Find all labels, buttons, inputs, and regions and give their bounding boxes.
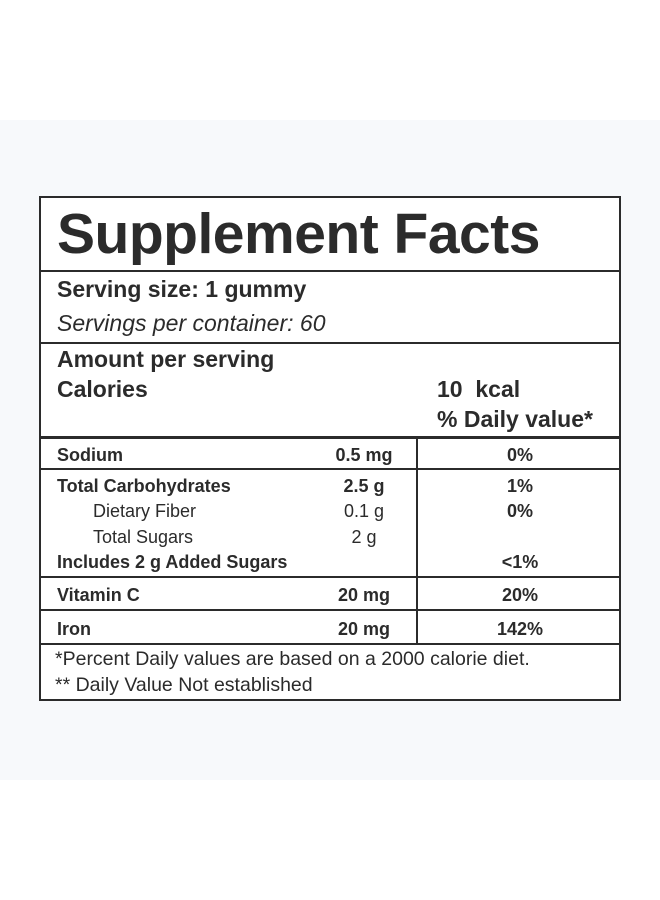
divider (41, 342, 619, 344)
supplement-facts-label: Supplement Facts Serving size: 1 gummy S… (39, 196, 621, 701)
nutrient-name: Includes 2 g Added Sugars (57, 552, 288, 572)
nutrient-dv: 0% (506, 445, 533, 465)
nutrient-dv: 1% (506, 476, 533, 496)
divider (41, 609, 619, 611)
nutrient-amount: 20 mg (337, 619, 391, 639)
nutrient-amount: 20 mg (337, 585, 391, 605)
daily-value-header: % Daily value* (437, 406, 593, 432)
divider (41, 436, 619, 439)
servings-per-container: Servings per container: 60 (57, 310, 326, 336)
nutrient-name: Vitamin C (57, 585, 140, 605)
footnote: *Percent Daily values are based on a 200… (55, 648, 530, 670)
nutrient-dv: 142% (496, 619, 544, 639)
nutrient-name: Total Sugars (93, 527, 194, 547)
nutrient-name: Total Carbohydrates (57, 476, 231, 496)
nutrient-amount: 0.5 mg (335, 445, 393, 465)
divider (41, 270, 619, 272)
divider (41, 643, 619, 645)
nutrient-name: Sodium (57, 445, 123, 465)
nutrient-amount: 2.5 g (343, 476, 385, 496)
serving-size: Serving size: 1 gummy (57, 276, 307, 302)
nutrient-dv: 20% (501, 585, 539, 605)
divider (41, 468, 619, 470)
footnote: ** Daily Value Not established (55, 674, 313, 696)
nutrient-name: Iron (57, 619, 91, 639)
divider (41, 576, 619, 578)
amount-heading: Amount per serving (57, 346, 275, 372)
nutrient-dv: <1% (501, 552, 539, 572)
column-divider (416, 437, 418, 645)
nutrient-name: Dietary Fiber (93, 501, 197, 521)
nutrient-amount: 2 g (351, 527, 377, 547)
calories-label: Calories (57, 376, 148, 402)
nutrient-dv: 0% (506, 501, 533, 521)
label-title: Supplement Facts (57, 202, 540, 266)
calories-value: 10 kcal (437, 376, 521, 402)
nutrient-amount: 0.1 g (343, 501, 385, 521)
